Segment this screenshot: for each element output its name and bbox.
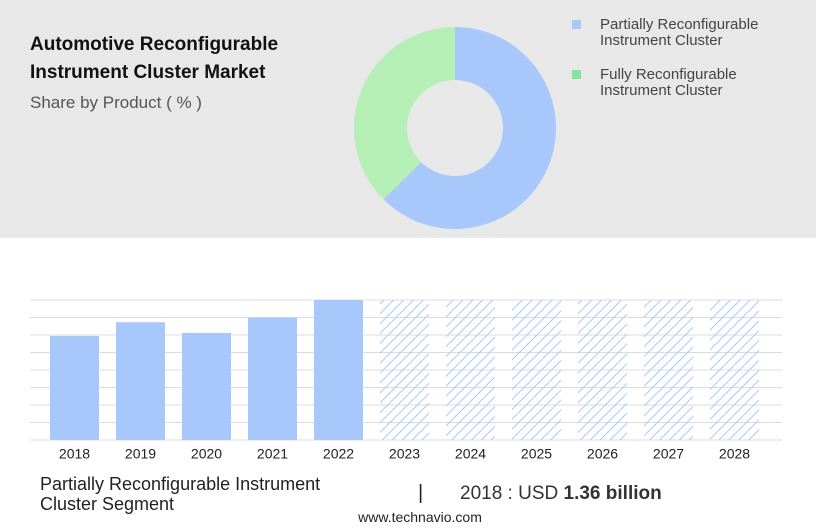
title: Automotive Reconfigurable Instrument Clu…	[30, 34, 279, 83]
year-label: 2018 : USD	[460, 483, 559, 504]
x-tick-label: 2021	[257, 446, 288, 462]
forecast-placeholder	[644, 300, 693, 440]
subtitle: Share by Product ( % )	[30, 93, 202, 112]
separator: |	[418, 482, 424, 504]
x-tick-label: 2025	[521, 446, 552, 462]
bar	[248, 317, 297, 440]
x-tick-label: 2022	[323, 446, 354, 462]
x-tick-label: 2020	[191, 446, 222, 462]
legend-label: Fully Reconfigurable Instrument Cluster	[600, 66, 737, 99]
highlight-row: 2018 : USD 1.36 billion	[460, 483, 662, 505]
forecast-placeholder	[380, 300, 429, 440]
forecast-placeholder	[446, 300, 495, 440]
x-tick-label: 2019	[125, 446, 156, 462]
forecast-placeholder	[512, 300, 561, 440]
x-tick-label: 2023	[389, 446, 420, 462]
x-tick-label: 2028	[719, 446, 750, 462]
bar	[50, 335, 99, 440]
x-tick-label: 2024	[455, 446, 486, 462]
bar	[314, 300, 363, 440]
segment-label: Partially Reconfigurable Instrument Clus…	[40, 474, 321, 514]
donut-segment	[383, 27, 556, 229]
donut-segment	[353, 27, 455, 200]
x-tick-label: 2026	[587, 446, 618, 462]
highlight-value: 1.36 billion	[563, 483, 662, 504]
legend-label: Partially Reconfigurable Instrument Clus…	[600, 16, 759, 49]
legend-swatch	[572, 20, 581, 29]
bar	[116, 322, 165, 440]
x-tick-label: 2027	[653, 446, 684, 462]
legend-swatch	[572, 70, 581, 79]
forecast-placeholder	[578, 300, 627, 440]
bar	[182, 332, 231, 440]
x-tick-label: 2018	[59, 446, 90, 462]
source: www.technavio.com	[358, 509, 482, 525]
forecast-placeholder	[710, 300, 759, 440]
